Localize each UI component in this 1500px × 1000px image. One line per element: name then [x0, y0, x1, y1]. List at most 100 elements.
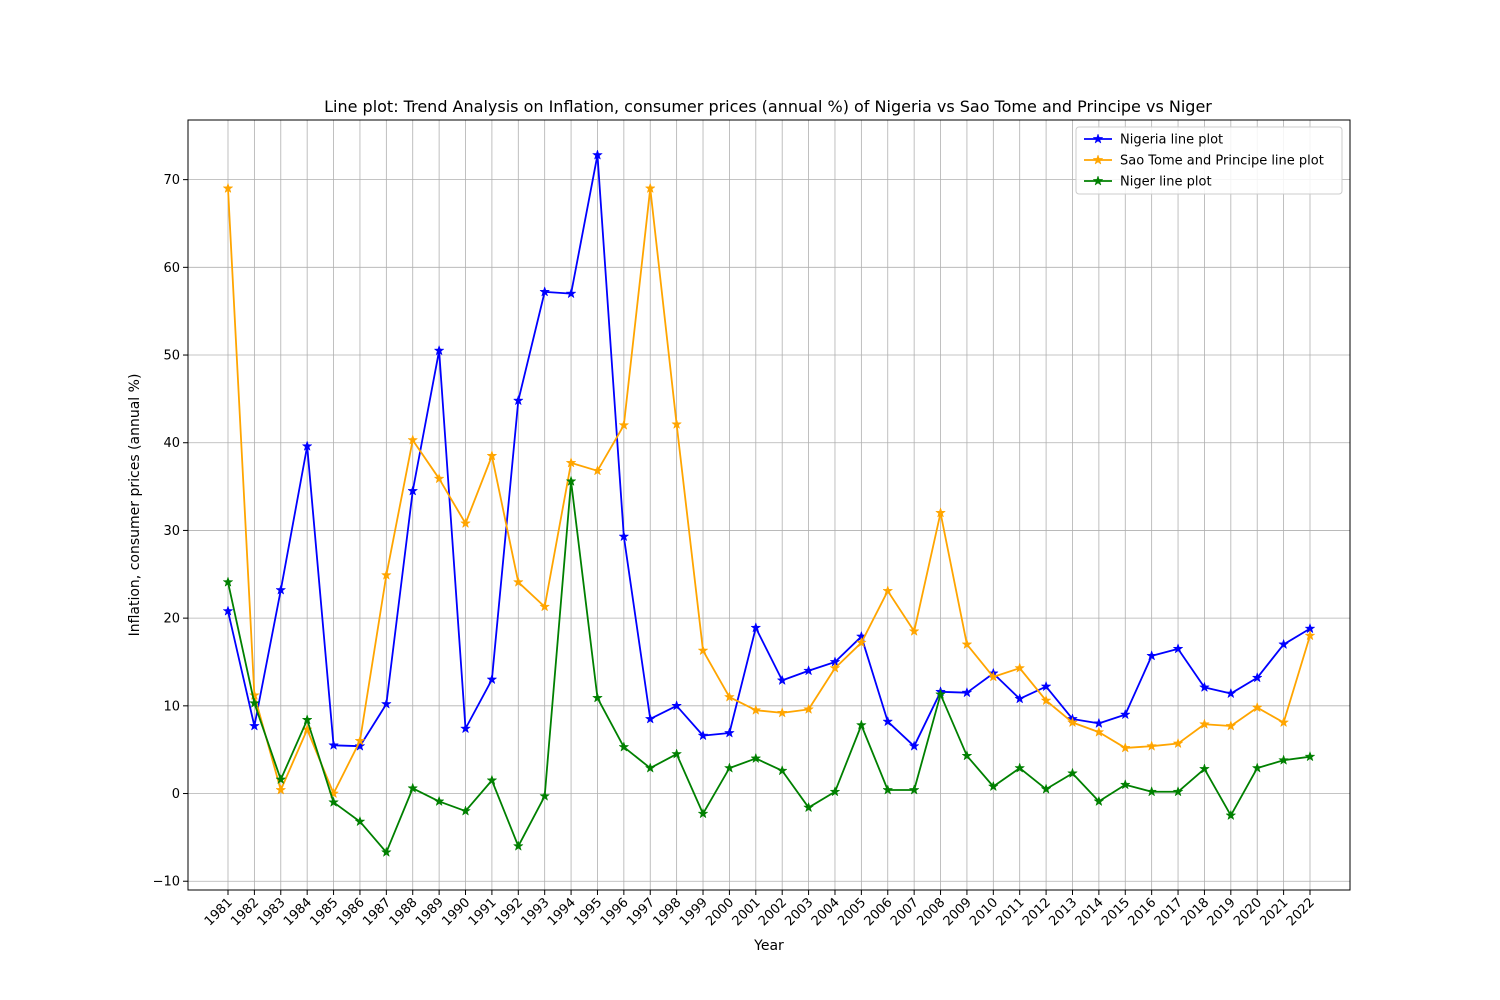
data-point	[855, 636, 867, 648]
data-point	[591, 692, 603, 703]
data-point	[1198, 681, 1210, 693]
data-point	[644, 182, 656, 194]
data-point	[512, 840, 524, 851]
data-point	[565, 287, 577, 299]
data-point	[1251, 762, 1263, 773]
data-point	[1119, 778, 1131, 790]
data-point	[723, 691, 735, 702]
data-point	[1067, 716, 1078, 728]
data-point	[750, 704, 762, 715]
data-point	[1014, 662, 1026, 673]
data-point	[618, 530, 630, 542]
data-point	[407, 485, 419, 496]
data-point	[1093, 726, 1105, 737]
legend-item: Sao Tome and Principe line plot	[1084, 154, 1324, 169]
data-point	[301, 714, 313, 725]
data-point	[961, 638, 973, 650]
data-point	[697, 644, 709, 656]
data-point	[460, 517, 471, 529]
data-point	[1067, 767, 1078, 779]
data-point	[1119, 742, 1131, 753]
data-point	[275, 584, 287, 595]
data-point	[354, 735, 366, 746]
data-point	[723, 727, 735, 738]
data-point	[1225, 720, 1237, 731]
data-point	[1251, 701, 1263, 713]
data-point	[1172, 737, 1184, 749]
data-point	[644, 713, 656, 724]
data-point	[407, 782, 419, 793]
data-point	[248, 697, 260, 708]
data-point	[222, 576, 234, 587]
series-line	[227, 154, 1311, 748]
series-line	[227, 187, 1311, 795]
data-point	[1172, 786, 1184, 797]
data-point	[460, 722, 471, 734]
data-point	[644, 762, 656, 773]
series-line	[227, 480, 1311, 854]
data-point	[301, 440, 313, 451]
y-axis: −10 0 10 20 30 40 50 60 70	[153, 173, 188, 890]
data-point	[512, 576, 524, 587]
data-point	[829, 786, 841, 797]
data-point	[750, 752, 762, 764]
data-point	[565, 475, 577, 486]
data-point	[803, 664, 815, 676]
data-point	[1040, 694, 1052, 706]
data-point	[987, 780, 999, 792]
data-point	[1146, 740, 1158, 751]
data-point	[935, 688, 947, 700]
data-point	[776, 707, 788, 718]
data-point	[671, 418, 683, 429]
x-axis-title: Year	[753, 938, 784, 954]
data-point	[1146, 650, 1158, 661]
y-tick-label: 20	[163, 612, 180, 627]
data-point	[407, 434, 419, 445]
data-point	[1198, 718, 1210, 729]
plot-area-frame	[187, 119, 1351, 891]
y-tick-label: 60	[163, 261, 180, 276]
data-point	[565, 457, 577, 468]
data-point	[248, 689, 260, 700]
data-point	[539, 286, 551, 297]
data-point	[1146, 786, 1158, 797]
legend-marker	[1092, 133, 1104, 144]
data-point	[1278, 754, 1290, 765]
data-point	[433, 472, 445, 484]
data-point	[539, 600, 551, 612]
series-1	[222, 182, 1316, 799]
data-point	[1093, 795, 1105, 807]
data-point	[328, 739, 340, 750]
data-point	[486, 774, 498, 786]
data-point	[961, 686, 973, 698]
data-point	[776, 674, 788, 686]
legend-item: Nigeria line plot	[1084, 133, 1223, 148]
legend-marker	[1092, 175, 1104, 186]
data-point	[460, 805, 471, 816]
legend: Nigeria line plot Sao Tome and Principe l…	[1075, 126, 1343, 195]
data-point	[882, 585, 894, 596]
data-point	[1040, 680, 1052, 692]
data-point	[1225, 687, 1237, 699]
legend-label: Niger line plot	[1120, 175, 1212, 190]
data-point	[908, 740, 920, 751]
data-point	[1304, 750, 1316, 762]
data-point	[750, 622, 762, 633]
data-point	[882, 715, 894, 727]
data-point	[671, 748, 683, 759]
data-point	[776, 764, 788, 776]
data-point	[618, 419, 630, 430]
data-point	[433, 344, 445, 356]
data-point	[380, 569, 392, 580]
legend-marker	[1092, 154, 1104, 165]
data-point	[380, 698, 392, 709]
data-point	[591, 149, 603, 160]
data-point	[1278, 638, 1290, 650]
data-point	[908, 625, 920, 636]
data-point	[1251, 672, 1263, 683]
data-point	[486, 673, 498, 685]
data-point	[354, 815, 366, 827]
data-point	[671, 700, 683, 711]
y-tick-label: 70	[163, 173, 180, 188]
